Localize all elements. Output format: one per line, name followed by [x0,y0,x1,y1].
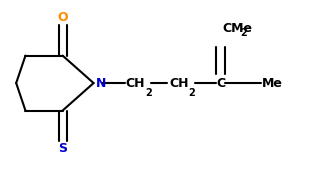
Text: CH: CH [169,77,188,90]
Text: 2: 2 [240,28,247,38]
Text: N: N [96,77,106,90]
Text: CH: CH [126,77,145,90]
Text: 2: 2 [145,88,152,98]
Text: S: S [58,142,67,155]
Text: CMe: CMe [222,22,252,35]
Text: O: O [57,11,68,24]
Text: C: C [216,77,225,90]
Text: Me: Me [262,77,283,90]
Text: 2: 2 [188,88,195,98]
